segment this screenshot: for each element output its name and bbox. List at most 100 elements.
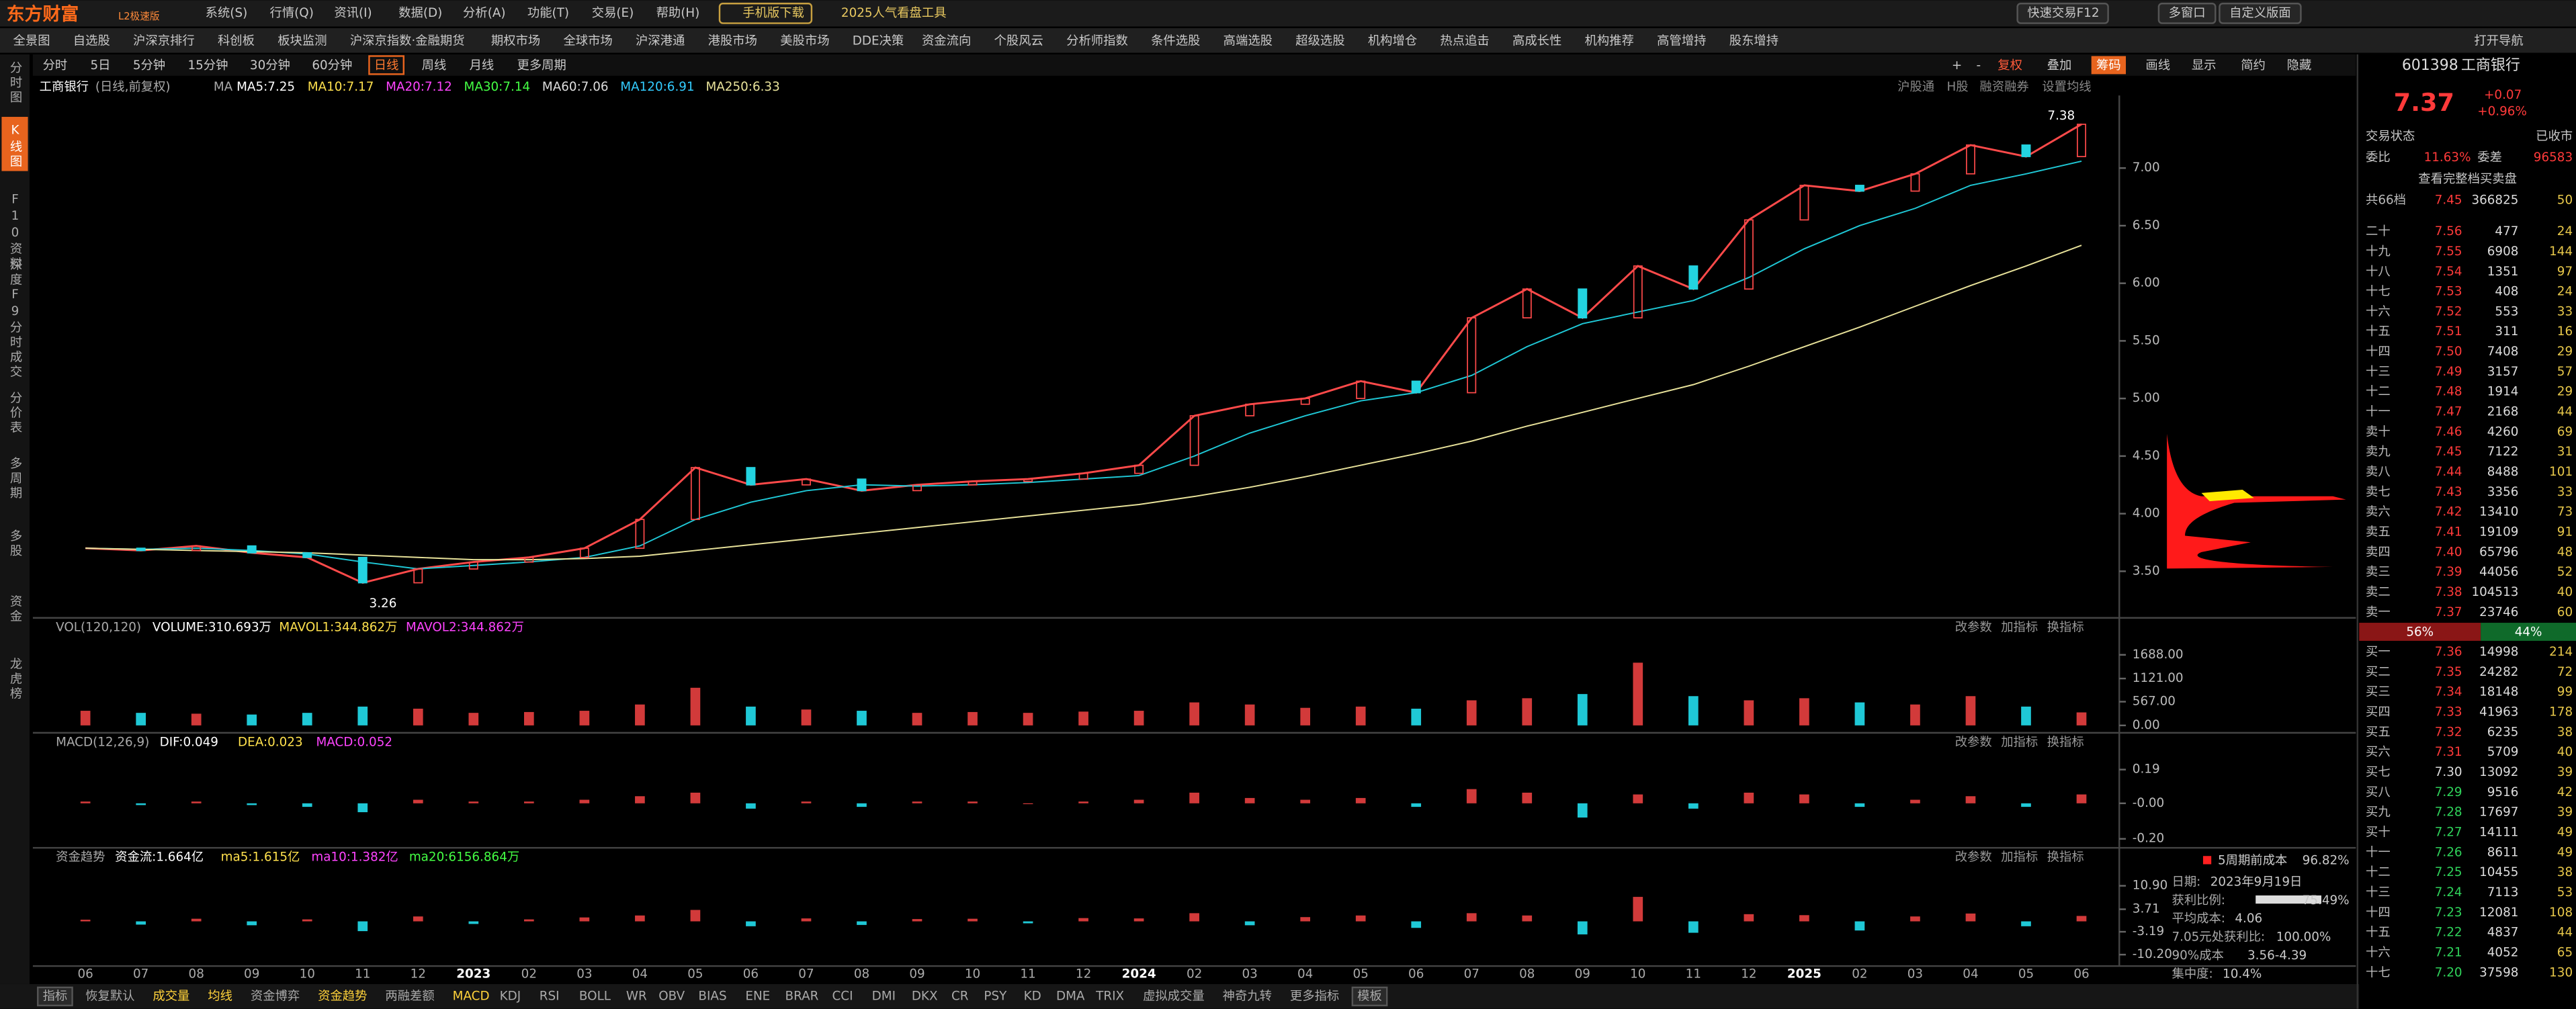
period-tab[interactable]: 周线 [422, 58, 447, 73]
indicator-tab[interactable]: OBV [658, 989, 685, 1003]
pane-button[interactable]: 改参数 [1955, 620, 1992, 634]
tool-button[interactable]: 隐藏 [2287, 58, 2312, 73]
nav-item[interactable]: 自选股 [73, 34, 110, 48]
indicator-tab[interactable]: WR [626, 989, 647, 1003]
indicator-tab[interactable]: PSY [984, 989, 1007, 1003]
pane-button[interactable]: 加指标 [2001, 850, 2038, 865]
nav-item[interactable]: 期权市场 [491, 34, 540, 48]
indicator-tab[interactable]: 模板 [1357, 989, 1382, 1003]
toolbar-button[interactable] [2016, 3, 2109, 24]
side-tab[interactable]: 分时成交 [8, 320, 22, 380]
pane-button[interactable]: 加指标 [2001, 736, 2038, 750]
side-tab[interactable]: K线图 [8, 124, 22, 170]
indicator-tab[interactable]: DMI [872, 989, 896, 1003]
nav-item[interactable]: 港股市场 [708, 34, 757, 48]
tool-button[interactable]: 显示 [2192, 58, 2217, 73]
chart-link[interactable]: H股 [1947, 80, 1969, 94]
tool-button[interactable]: + [1952, 58, 1962, 73]
tool-button[interactable]: 简约 [2241, 58, 2266, 73]
indicator-tab[interactable]: CR [951, 989, 969, 1003]
pane-button[interactable]: 换指标 [2047, 736, 2084, 750]
menu-item[interactable]: 行情(Q) [269, 6, 313, 20]
indicator-tab[interactable]: DKX [912, 989, 938, 1003]
indicator-tab[interactable]: KD [1024, 989, 1041, 1003]
nav-item[interactable]: 沪深港通 [636, 34, 685, 48]
indicator-tab[interactable]: 成交量 [153, 989, 189, 1003]
nav-item[interactable]: 全景图 [13, 34, 50, 48]
indicator-tab[interactable]: DMA [1056, 989, 1085, 1003]
side-tab[interactable]: 多周期 [8, 457, 22, 501]
side-tab[interactable]: 龙虎榜 [8, 657, 22, 701]
indicator-tab[interactable]: BIAS [698, 989, 726, 1003]
nav-item[interactable]: 资金流向 [922, 34, 971, 48]
nav-item[interactable]: 机构推荐 [1585, 34, 1634, 48]
indicator-tab[interactable]: RSI [540, 989, 560, 1003]
period-tab[interactable]: 15分钟 [187, 58, 228, 73]
toolbar-button-label[interactable]: 快速交易F12 [2027, 6, 2099, 20]
side-tab[interactable]: 深度F9 [8, 258, 22, 320]
promo-link[interactable]: 2025人气看盘工具 [841, 6, 947, 20]
toolbar-button-label[interactable]: 自定义版面 [2229, 6, 2291, 20]
tool-button[interactable]: 叠加 [2047, 58, 2072, 73]
pane-button[interactable]: 改参数 [1955, 850, 1992, 865]
pane-button[interactable]: 换指标 [2047, 620, 2084, 634]
period-tab[interactable]: 分时 [43, 58, 68, 73]
chart-link[interactable]: 沪股通 [1897, 80, 1934, 94]
indicator-tab[interactable]: KDJ [500, 989, 521, 1003]
indicator-tab[interactable]: CCI [832, 989, 853, 1003]
tool-button[interactable]: - [1977, 58, 1981, 73]
period-tab[interactable]: 5日 [90, 58, 110, 73]
menu-item[interactable]: 数据(D) [398, 6, 442, 20]
mobile-link[interactable]: 手机版下载 [742, 6, 804, 20]
nav-item[interactable]: 条件选股 [1151, 34, 1200, 48]
nav-item[interactable]: 全球市场 [563, 34, 612, 48]
indicator-tab[interactable]: 均线 [208, 989, 232, 1003]
nav-item[interactable]: 超级选股 [1295, 34, 1344, 48]
indicator-tab[interactable]: 指标 [43, 989, 68, 1003]
indicator-tab[interactable]: 虚拟成交量 [1143, 989, 1205, 1003]
indicator-tab[interactable]: 资金趋势 [318, 989, 367, 1003]
nav-open[interactable]: 打开导航 [2474, 34, 2523, 48]
period-tab[interactable]: 5分钟 [133, 58, 165, 73]
menu-item[interactable]: 帮助(H) [656, 6, 700, 20]
indicator-tab[interactable]: 更多指标 [1290, 989, 1339, 1003]
side-tab[interactable]: 多股 [8, 529, 22, 559]
side-tab[interactable]: 分价表 [8, 391, 22, 435]
menu-item[interactable]: 系统(S) [206, 6, 248, 20]
nav-item[interactable]: 沪深京指数·金融期货 [350, 34, 465, 48]
nav-item[interactable]: 美股市场 [780, 34, 829, 48]
nav-item[interactable]: 高成长性 [1512, 34, 1561, 48]
side-tab[interactable]: 分时图 [8, 61, 22, 105]
period-tab[interactable]: 日线 [374, 58, 399, 73]
chart-link[interactable]: 设置均线 [2042, 80, 2091, 94]
period-tab[interactable]: 更多周期 [517, 58, 566, 73]
pane-button[interactable]: 换指标 [2047, 850, 2084, 865]
period-tab[interactable]: 30分钟 [250, 58, 290, 73]
nav-item[interactable]: 高管增持 [1657, 34, 1706, 48]
indicator-tab[interactable]: 资金博弈 [251, 989, 300, 1003]
pane-button[interactable]: 加指标 [2001, 620, 2038, 634]
nav-item[interactable]: 分析师指数 [1066, 34, 1128, 48]
nav-item[interactable]: 机构增仓 [1368, 34, 1417, 48]
menu-item[interactable]: 分析(A) [463, 6, 506, 20]
side-tab[interactable]: F10资料 [8, 192, 22, 271]
menu-item[interactable]: 功能(T) [527, 6, 569, 20]
nav-item[interactable]: DDE决策 [853, 34, 904, 48]
full-book-link[interactable]: 查看完整档买卖盘 [2418, 172, 2517, 186]
tool-button[interactable]: 复权 [1998, 58, 2022, 73]
nav-item[interactable]: 股东增持 [1729, 34, 1778, 48]
menu-item[interactable]: 交易(E) [592, 6, 634, 20]
indicator-tab[interactable]: BOLL [579, 989, 611, 1003]
pane-button[interactable]: 改参数 [1955, 736, 1992, 750]
indicator-tab[interactable]: 神奇九转 [1223, 989, 1272, 1003]
nav-item[interactable]: 科创板 [218, 34, 255, 48]
nav-item[interactable]: 板块监测 [277, 34, 327, 48]
nav-item[interactable]: 个股风云 [994, 34, 1043, 48]
tool-button[interactable]: 筹码 [2096, 58, 2121, 73]
indicator-tab[interactable]: 恢复默认 [85, 989, 134, 1003]
chart-link[interactable]: 融资融券 [1979, 80, 2028, 94]
period-tab[interactable]: 60分钟 [312, 58, 352, 73]
nav-item[interactable]: 高端选股 [1223, 34, 1273, 48]
indicator-tab[interactable]: MACD [453, 989, 490, 1003]
tool-button[interactable]: 画线 [2145, 58, 2170, 73]
